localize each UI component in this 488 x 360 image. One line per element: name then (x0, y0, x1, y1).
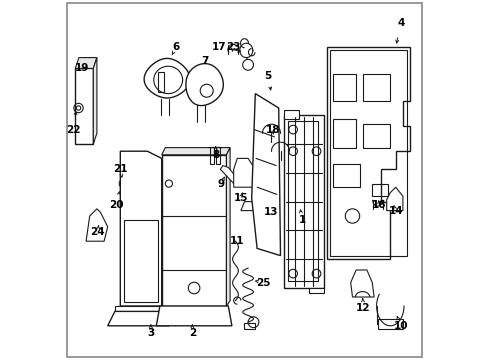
Text: 2: 2 (188, 328, 196, 338)
Polygon shape (93, 58, 97, 144)
Bar (371, 184, 387, 196)
Text: 3: 3 (147, 328, 154, 338)
Polygon shape (75, 68, 93, 144)
Text: 23: 23 (225, 42, 240, 52)
Polygon shape (158, 72, 163, 92)
Polygon shape (120, 151, 162, 306)
Bar (332, 119, 355, 148)
Text: 21: 21 (113, 164, 127, 174)
Polygon shape (309, 288, 323, 293)
Text: 25: 25 (256, 278, 270, 288)
Bar (377, 319, 402, 329)
Text: 6: 6 (172, 42, 180, 52)
Text: 13: 13 (264, 207, 278, 217)
Text: 14: 14 (387, 206, 402, 216)
Text: 24: 24 (90, 227, 105, 237)
Polygon shape (255, 191, 276, 220)
Polygon shape (162, 155, 226, 306)
Bar (363, 74, 389, 101)
Polygon shape (162, 148, 230, 155)
Text: 8: 8 (212, 150, 219, 160)
Text: 22: 22 (66, 125, 81, 135)
Text: 17: 17 (212, 42, 226, 52)
Bar (287, 121, 318, 281)
Polygon shape (115, 306, 165, 313)
Polygon shape (350, 270, 373, 297)
Bar (332, 164, 359, 187)
Polygon shape (251, 94, 280, 256)
Text: 10: 10 (393, 321, 407, 331)
Polygon shape (386, 187, 402, 211)
Bar (244, 323, 255, 329)
Text: 5: 5 (264, 71, 271, 81)
Text: 9: 9 (217, 179, 224, 189)
Polygon shape (326, 47, 409, 259)
Polygon shape (107, 311, 168, 326)
Polygon shape (284, 115, 323, 288)
Text: 1: 1 (298, 215, 305, 225)
Text: 7: 7 (201, 56, 208, 66)
Polygon shape (123, 220, 158, 302)
Text: 18: 18 (265, 125, 280, 135)
Bar (209, 147, 213, 164)
Polygon shape (233, 158, 255, 187)
Polygon shape (185, 64, 223, 105)
Polygon shape (226, 148, 230, 306)
Polygon shape (241, 202, 269, 211)
Polygon shape (86, 209, 107, 241)
Polygon shape (284, 110, 298, 119)
Bar (215, 147, 220, 164)
Text: 11: 11 (229, 236, 244, 246)
Polygon shape (220, 166, 237, 184)
Polygon shape (75, 58, 97, 68)
Bar (332, 74, 355, 101)
Text: 16: 16 (371, 200, 386, 210)
Polygon shape (144, 58, 190, 98)
Bar (363, 124, 389, 148)
Text: 15: 15 (233, 193, 247, 203)
Text: 19: 19 (75, 63, 89, 73)
Text: 20: 20 (109, 200, 123, 210)
Polygon shape (156, 306, 231, 326)
Text: 12: 12 (355, 303, 370, 313)
Text: 4: 4 (397, 18, 404, 28)
